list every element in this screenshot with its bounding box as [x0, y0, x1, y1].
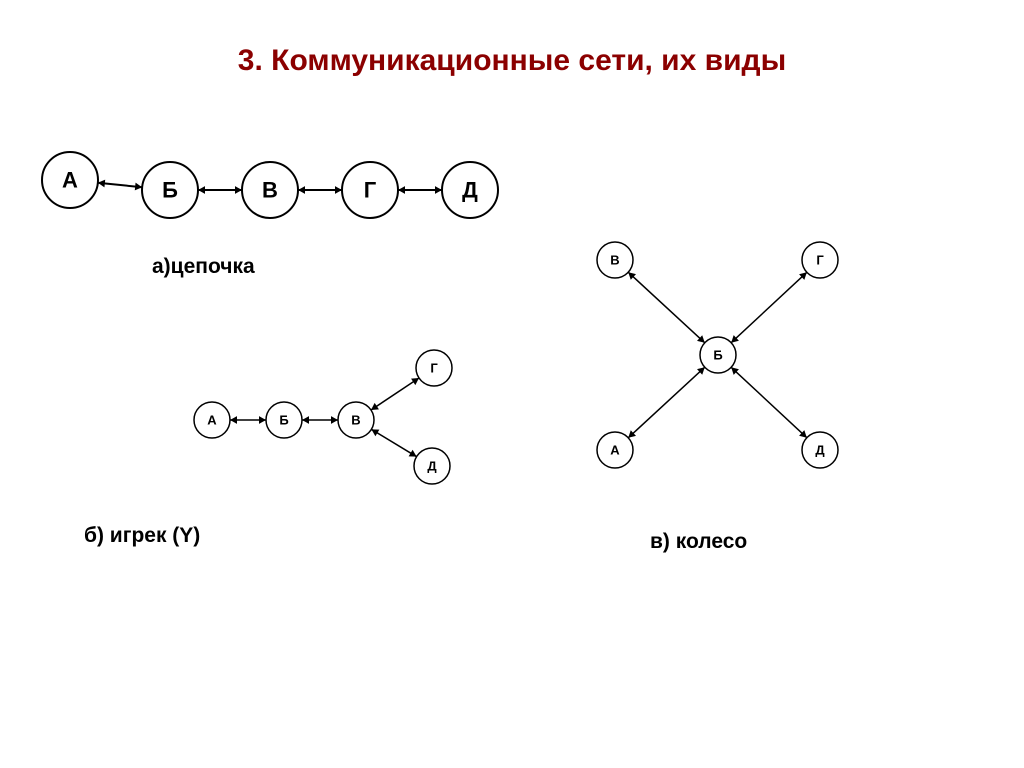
svg-text:Б: Б: [162, 178, 178, 203]
svg-text:Б: Б: [713, 348, 722, 363]
svg-text:Г: Г: [430, 361, 438, 376]
svg-text:Д: Д: [815, 443, 825, 458]
svg-text:Д: Д: [462, 178, 478, 203]
wheel-node-G: Г: [802, 242, 838, 278]
wheel-node-B: Б: [700, 337, 736, 373]
ypsilon-node-G: Г: [416, 350, 452, 386]
svg-text:Д: Д: [427, 459, 437, 474]
svg-text:В: В: [351, 413, 360, 428]
wheel-node-V: В: [597, 242, 633, 278]
ypsilon-node-B: Б: [266, 402, 302, 438]
svg-text:А: А: [62, 168, 78, 193]
svg-text:А: А: [610, 443, 620, 458]
chain-node-G: Г: [342, 162, 398, 218]
svg-text:Б: Б: [279, 413, 288, 428]
ypsilon-node-D: Д: [414, 448, 450, 484]
wheel-node-D: Д: [802, 432, 838, 468]
chain-node-V: В: [242, 162, 298, 218]
svg-text:Г: Г: [364, 178, 377, 203]
ypsilon-node-V: В: [338, 402, 374, 438]
svg-text:В: В: [262, 178, 278, 203]
svg-text:Г: Г: [816, 253, 824, 268]
svg-text:А: А: [207, 413, 217, 428]
chain-node-B: Б: [142, 162, 198, 218]
svg-text:В: В: [610, 253, 619, 268]
ypsilon-node-A: А: [194, 402, 230, 438]
chain-node-D: Д: [442, 162, 498, 218]
wheel-node-A: А: [597, 432, 633, 468]
chain-node-A: А: [42, 152, 98, 208]
diagram-canvas: А Б В Г Д А Б В Г Д Б В Г А Д: [0, 0, 1024, 768]
page: 3. Коммуникационные сети, их виды а)цепо…: [0, 0, 1024, 768]
